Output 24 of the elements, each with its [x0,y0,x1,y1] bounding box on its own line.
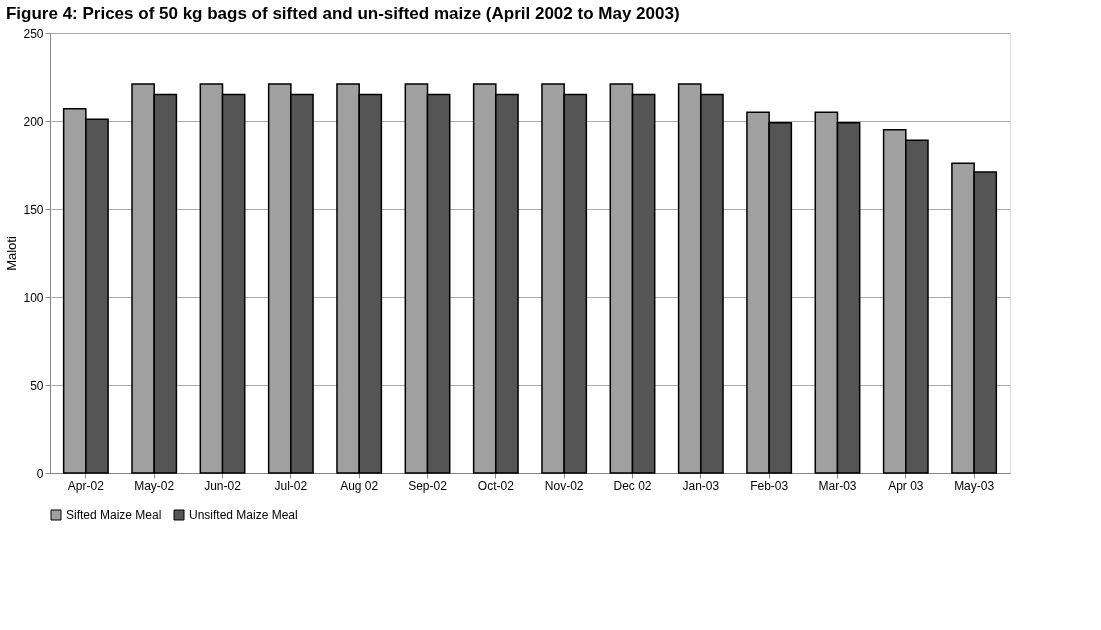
legend-label: Unsifted Maize Meal [189,508,298,522]
y-tick-label: 200 [23,114,44,129]
x-tick-label: Jan-03 [682,478,720,493]
x-tick-label: Jun-02 [204,478,242,493]
x-tick-label: Mar-03 [818,478,857,493]
x-tick-label: May-02 [134,478,175,493]
x-tick-label: Apr 03 [888,478,924,493]
y-tick-label: 50 [30,378,44,393]
chart-title: Figure 4: Prices of 50 kg bags of sifted and un-sifted maize (April 2002 to May 2003) [5,4,680,23]
x-tick-label: Sep-02 [408,478,448,493]
x-tick-label: Feb-03 [750,478,789,493]
y-tick-label: 100 [23,290,44,305]
y-tick-label: 0 [36,466,44,481]
y-axis-title: Maloti [4,236,20,271]
y-tick-label: 250 [23,26,44,41]
y-tick-label: 150 [23,202,44,217]
x-tick-label: Oct-02 [477,478,515,493]
x-tick-label: Dec 02 [613,478,652,493]
legend-label: Sifted Maize Meal [66,508,162,522]
x-tick-label: Nov-02 [544,478,584,493]
x-tick-label: Aug 02 [340,478,379,493]
x-tick-label: May-03 [954,478,995,493]
x-tick-label: Apr-02 [67,478,105,493]
x-tick-label: Jul-02 [274,478,308,493]
